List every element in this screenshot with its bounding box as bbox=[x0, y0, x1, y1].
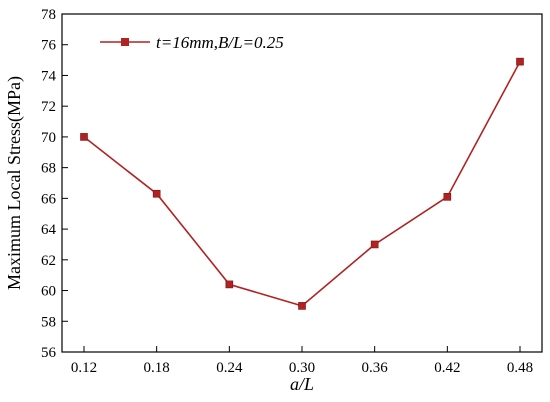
x-tick-label: 0.12 bbox=[71, 360, 97, 376]
legend: t=16mm,B/L=0.25 bbox=[100, 33, 284, 52]
y-axis-ticks: 56 58 60 62 64 66 68 70 72 74 76 78 bbox=[41, 7, 68, 361]
y-tick-label: 70 bbox=[41, 130, 56, 146]
data-point-marker bbox=[443, 193, 452, 201]
x-tick-label: 0.42 bbox=[434, 360, 460, 376]
series-layer bbox=[80, 57, 524, 310]
y-tick-label: 76 bbox=[41, 38, 57, 54]
data-point-marker bbox=[80, 133, 88, 141]
data-point-marker bbox=[152, 189, 161, 198]
y-tick-label: 72 bbox=[41, 99, 56, 115]
data-point-marker bbox=[225, 280, 234, 289]
x-axis-title: a/L bbox=[290, 374, 314, 394]
legend-label: t=16mm,B/L=0.25 bbox=[156, 33, 284, 52]
y-tick-label: 78 bbox=[41, 7, 56, 23]
y-axis-title: Maximum Local Stress(MPa) bbox=[4, 76, 25, 290]
x-tick-label: 0.18 bbox=[144, 360, 170, 376]
axes bbox=[61, 13, 543, 353]
y-tick-label: 74 bbox=[41, 68, 57, 84]
y-tick-label: 66 bbox=[41, 191, 57, 207]
x-tick-label: 0.36 bbox=[362, 360, 389, 376]
y-tick-label: 58 bbox=[41, 314, 56, 330]
legend-square-marker bbox=[121, 38, 129, 46]
x-tick-label: 0.48 bbox=[507, 360, 533, 376]
y-tick-label: 64 bbox=[41, 222, 57, 238]
plot-frame bbox=[61, 13, 543, 353]
data-point-marker bbox=[370, 240, 379, 249]
x-tick-label: 0.24 bbox=[216, 360, 243, 376]
y-tick-label: 68 bbox=[41, 161, 56, 177]
x-tick-label: 0.30 bbox=[289, 360, 315, 376]
y-tick-label: 56 bbox=[41, 345, 57, 361]
data-point-marker bbox=[516, 57, 524, 66]
data-point-marker bbox=[298, 302, 306, 310]
y-tick-label: 60 bbox=[41, 284, 56, 300]
series-line bbox=[83, 61, 521, 307]
y-tick-label: 62 bbox=[41, 253, 56, 269]
x-axis-ticks: 0.12 0.18 0.24 0.30 0.36 0.42 0.48 bbox=[71, 346, 533, 376]
